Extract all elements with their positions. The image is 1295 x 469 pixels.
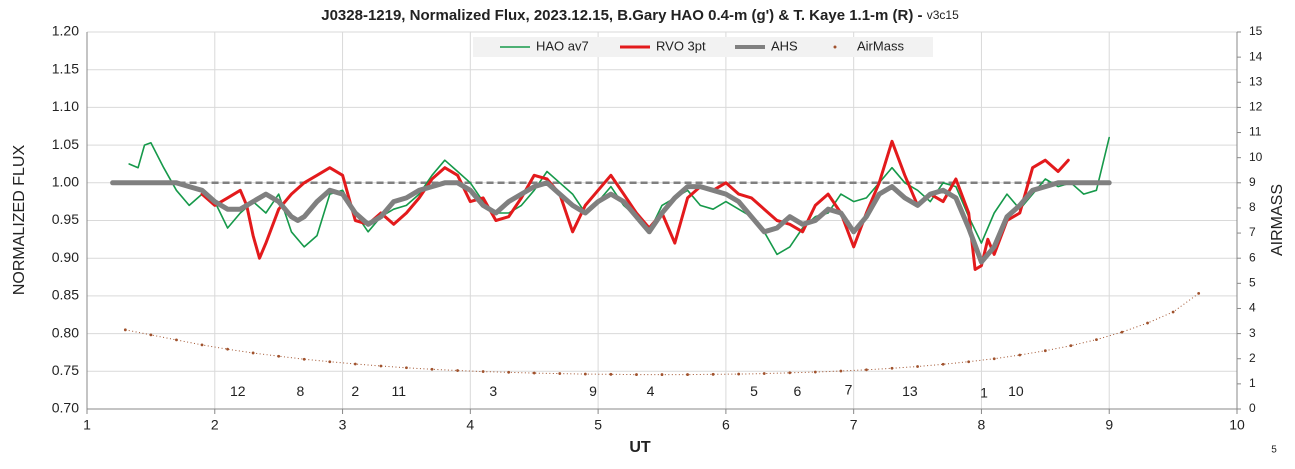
y-tick-label: 1.20: [52, 23, 79, 39]
airmass-dot: [456, 369, 459, 372]
y-tick-label: 1.15: [52, 60, 79, 76]
airmass-dot: [788, 371, 792, 375]
series-line: [200, 139, 1070, 271]
y2-tick-label: 7: [1249, 225, 1256, 239]
legend: HAO av7 RVO 3pt AHS AirMass: [473, 37, 933, 57]
y2-tick-label: 2: [1249, 351, 1256, 365]
airmass-dot: [941, 362, 945, 366]
airmass-dot: [302, 357, 306, 361]
y-tick-label: 1.05: [52, 136, 79, 152]
legend-swatch: [833, 45, 837, 49]
annotation: 9: [589, 383, 597, 399]
airmass-dot: [558, 372, 562, 375]
airmass-dot: [532, 371, 536, 375]
airmass-dot: [277, 354, 281, 358]
y2-tick-label: 5: [1249, 276, 1256, 290]
airmass-dot: [175, 338, 178, 342]
x-tick-label: 3: [339, 417, 347, 433]
legend-label: AHS: [771, 38, 798, 53]
airmass-dot: [635, 373, 638, 376]
y-tick-label: 0.80: [52, 324, 79, 340]
x-tick-label: 10: [1229, 417, 1245, 433]
airmass-dot: [507, 370, 511, 374]
y2-tick-label: 15: [1249, 24, 1263, 38]
legend-box: [473, 37, 933, 57]
y2-tick-label: 10: [1249, 150, 1263, 164]
airmass-dot: [226, 347, 229, 351]
x-axis-label: UT: [629, 439, 651, 456]
legend-label: HAO av7: [536, 38, 589, 53]
y2-tick-label: 1: [1249, 376, 1256, 390]
chart-subtitle: v3c15: [927, 8, 959, 22]
y-tick-label: 1.10: [52, 98, 79, 114]
y2-tick-label: 0: [1249, 401, 1256, 415]
airmass-dot: [1018, 353, 1022, 357]
airmass-dot: [865, 368, 868, 372]
annotation: 12: [230, 383, 246, 399]
chart-title: J0328-1219, Normalized Flux, 2023.12.15,…: [321, 7, 926, 24]
annotation: 10: [1008, 383, 1024, 399]
y-tick-label: 0.75: [52, 362, 79, 378]
x-tick-label: 4: [466, 417, 474, 433]
airmass-dot: [1069, 344, 1073, 348]
annotation: 11: [392, 383, 407, 399]
airmass-dot: [430, 367, 434, 371]
annotation: 7: [845, 382, 853, 398]
y-tick-label: 0.95: [52, 211, 79, 227]
x-tick-label: 8: [978, 417, 986, 433]
y2-tick-label: 8: [1249, 200, 1256, 214]
y2-tick-label: 9: [1249, 175, 1256, 189]
y-tick-label: 0.85: [52, 287, 79, 303]
airmass-dot: [583, 372, 587, 376]
y2-tick-label: 14: [1249, 49, 1263, 63]
legend-label: AirMass: [857, 38, 904, 53]
y-tick-label: 0.90: [52, 249, 79, 265]
legend-label: RVO 3pt: [656, 38, 706, 53]
annotation: 1: [980, 385, 988, 401]
airmass-dot: [379, 364, 383, 368]
series-line: [128, 136, 1110, 256]
annotation: 5: [750, 383, 758, 399]
x-tick-label: 9: [1105, 417, 1113, 433]
y-tick-label: 1.00: [52, 174, 79, 190]
annotation: 8: [296, 383, 304, 399]
airmass-dot: [839, 369, 843, 373]
airmass-dot: [609, 372, 613, 376]
y2-axis-label: AIRMASS: [1269, 184, 1286, 256]
y2-tick-label: 13: [1249, 74, 1263, 88]
airmass-dot: [353, 362, 357, 366]
annotation: 13: [902, 383, 918, 399]
airmass-dot: [762, 372, 766, 375]
airmass-dot: [149, 333, 153, 337]
airmass-dot: [890, 366, 894, 370]
airmass-dot: [1120, 330, 1124, 334]
airmass-dot: [1197, 291, 1201, 295]
y2-tick-label: 11: [1249, 125, 1262, 139]
airmass-dotted-line: [125, 292, 1199, 376]
x-tick-label: 2: [211, 417, 219, 433]
chart-title-group: J0328-1219, Normalized Flux, 2023.12.15,…: [321, 7, 959, 24]
x-tick-label: 6: [722, 417, 730, 433]
y2-tick-label: 4: [1249, 301, 1256, 315]
footnote: 5: [1271, 445, 1277, 456]
annotation: 6: [794, 383, 802, 399]
x-tick-label: 7: [850, 417, 858, 433]
airmass-dot: [967, 360, 971, 364]
y2-tick-label: 6: [1249, 250, 1256, 264]
y-axis-label: NORMALIZED FLUX: [11, 145, 28, 296]
y2-tick-label: 12: [1249, 100, 1263, 114]
airmass-dot: [711, 372, 715, 376]
airmass-dot: [200, 343, 204, 347]
y2-tick-label: 3: [1249, 326, 1256, 340]
y-tick-label: 0.70: [52, 400, 79, 416]
x-tick-label: 1: [83, 417, 91, 433]
annotation: 3: [489, 383, 497, 399]
series-line: [110, 180, 1112, 265]
annotation: 2: [351, 383, 359, 399]
x-tick-label: 5: [594, 417, 602, 433]
annotation: 4: [647, 383, 655, 399]
airmass-dot: [686, 373, 689, 376]
